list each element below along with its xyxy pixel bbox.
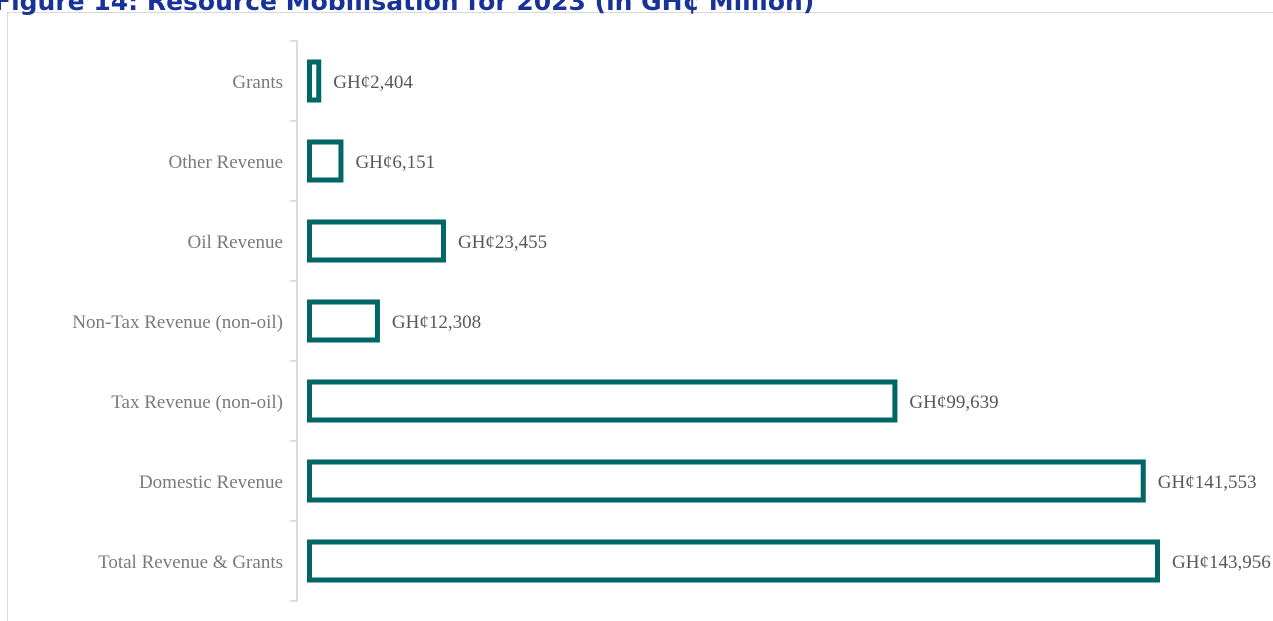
chart-title: Figure 14: Resource Mobilisation for 202… [0,0,814,16]
bar [307,59,322,103]
bar [307,299,380,343]
bar [307,539,1160,583]
bar [307,219,446,263]
data-label: GH¢143,956 [1172,552,1271,573]
data-label: GH¢23,455 [458,232,547,253]
y-tick-label: Non-Tax Revenue (non-oil) [72,312,283,333]
y-tick-label: Oil Revenue [187,232,283,253]
y-tick-label: Grants [232,72,283,93]
bar [307,459,1146,503]
y-tick-label: Total Revenue & Grants [98,552,283,573]
bar [307,379,898,423]
y-tick-label: Domestic Revenue [139,472,283,493]
data-label: GH¢99,639 [909,392,998,413]
chart-frame [7,12,1273,621]
y-tick-label: Tax Revenue (non-oil) [111,392,283,413]
data-label: GH¢141,553 [1158,472,1257,493]
y-tick-label: Other Revenue [169,152,283,173]
data-label: GH¢6,151 [355,152,435,173]
bar [307,139,344,183]
data-label: GH¢2,404 [333,72,413,93]
data-label: GH¢12,308 [392,312,481,333]
